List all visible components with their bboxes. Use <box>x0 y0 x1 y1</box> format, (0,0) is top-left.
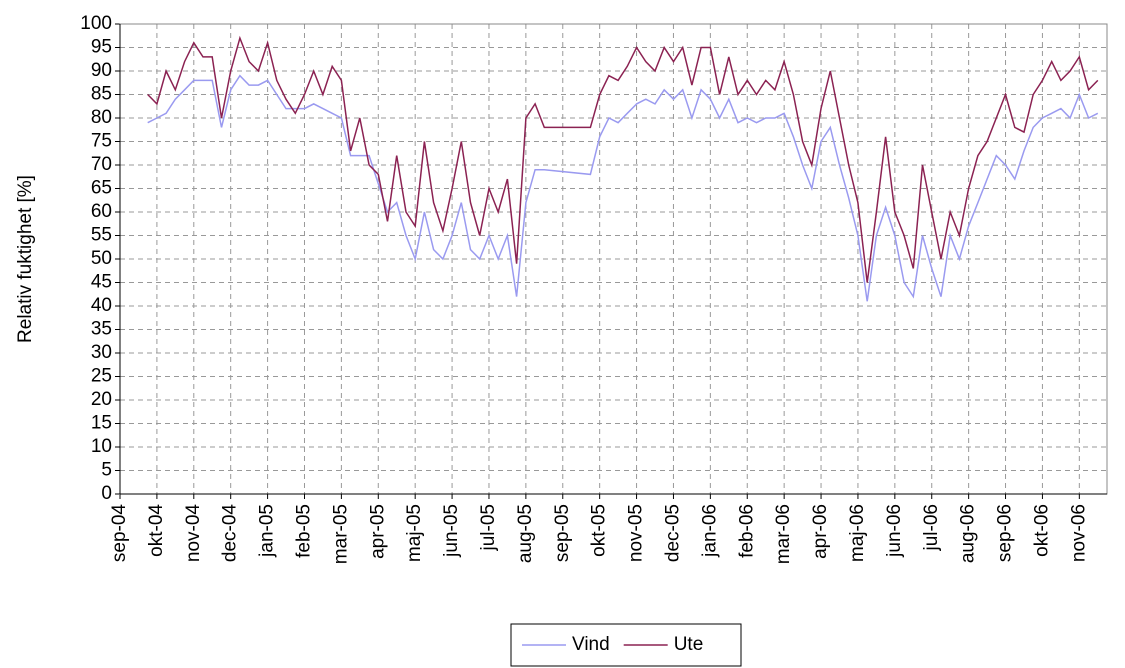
y-tick-label: 80 <box>91 107 112 128</box>
x-tick-label: nov-05 <box>626 504 647 562</box>
x-tick-label: maj-06 <box>847 504 868 562</box>
y-tick-label: 40 <box>91 295 112 316</box>
x-tick-label: okt-04 <box>146 504 167 557</box>
x-tick-label: jan-05 <box>257 504 278 558</box>
series-line <box>147 74 1099 302</box>
y-tick-label: 45 <box>91 272 112 293</box>
x-tick-label: mar-05 <box>330 504 351 564</box>
y-tick-label: 100 <box>80 13 112 34</box>
x-tick-label: jul-05 <box>478 504 499 551</box>
x-tick-label: sep-06 <box>995 504 1016 562</box>
x-tick-label: dec-04 <box>220 504 241 563</box>
x-tick-label: jun-06 <box>884 504 905 558</box>
y-tick-label: 90 <box>91 60 112 81</box>
y-tick-label: 15 <box>91 413 112 434</box>
x-tick-label: nov-06 <box>1068 504 1089 562</box>
y-tick-label: 65 <box>91 178 112 199</box>
y-tick-label: 5 <box>101 460 112 481</box>
y-tick-label: 20 <box>91 389 112 410</box>
x-tick-label: sep-05 <box>552 504 573 562</box>
x-tick-label: aug-06 <box>958 504 979 563</box>
y-tick-label: 70 <box>91 154 112 175</box>
legend-label: Ute <box>674 634 704 655</box>
y-tick-label: 30 <box>91 342 112 363</box>
legend-label: Vind <box>572 634 610 655</box>
y-axis-label: Relativ fuktighet [%] <box>15 175 36 343</box>
x-tick-label: okt-05 <box>589 504 610 557</box>
y-tick-label: 85 <box>91 84 112 105</box>
x-tick-label: nov-04 <box>183 504 204 563</box>
x-tick-label: maj-05 <box>404 504 425 562</box>
x-tick-label: sep-04 <box>109 504 130 563</box>
legend: Vind Ute <box>510 623 742 667</box>
y-tick-label: 0 <box>101 483 112 504</box>
y-tick-label: 25 <box>91 366 112 387</box>
y-tick-label: 75 <box>91 131 112 152</box>
x-tick-label: apr-05 <box>367 504 388 559</box>
x-tick-label: apr-06 <box>810 504 831 559</box>
x-tick-label: jul-06 <box>921 504 942 551</box>
x-tick-label: feb-06 <box>736 504 757 558</box>
x-tick-label: feb-05 <box>294 504 315 558</box>
x-tick-label: okt-06 <box>1031 504 1052 557</box>
y-tick-label: 50 <box>91 248 112 269</box>
x-tick-label: mar-06 <box>773 504 794 564</box>
y-tick-label: 60 <box>91 201 112 222</box>
y-tick-label: 35 <box>91 319 112 340</box>
y-tick-label: 95 <box>91 37 112 58</box>
x-tick-label: jun-05 <box>441 504 462 558</box>
series-line <box>147 35 1099 283</box>
x-tick-label: dec-05 <box>662 504 683 562</box>
x-tick-label: aug-05 <box>515 504 536 563</box>
y-tick-label: 10 <box>91 436 112 457</box>
x-tick-label: jan-06 <box>699 504 720 558</box>
y-tick-label: 55 <box>91 225 112 246</box>
